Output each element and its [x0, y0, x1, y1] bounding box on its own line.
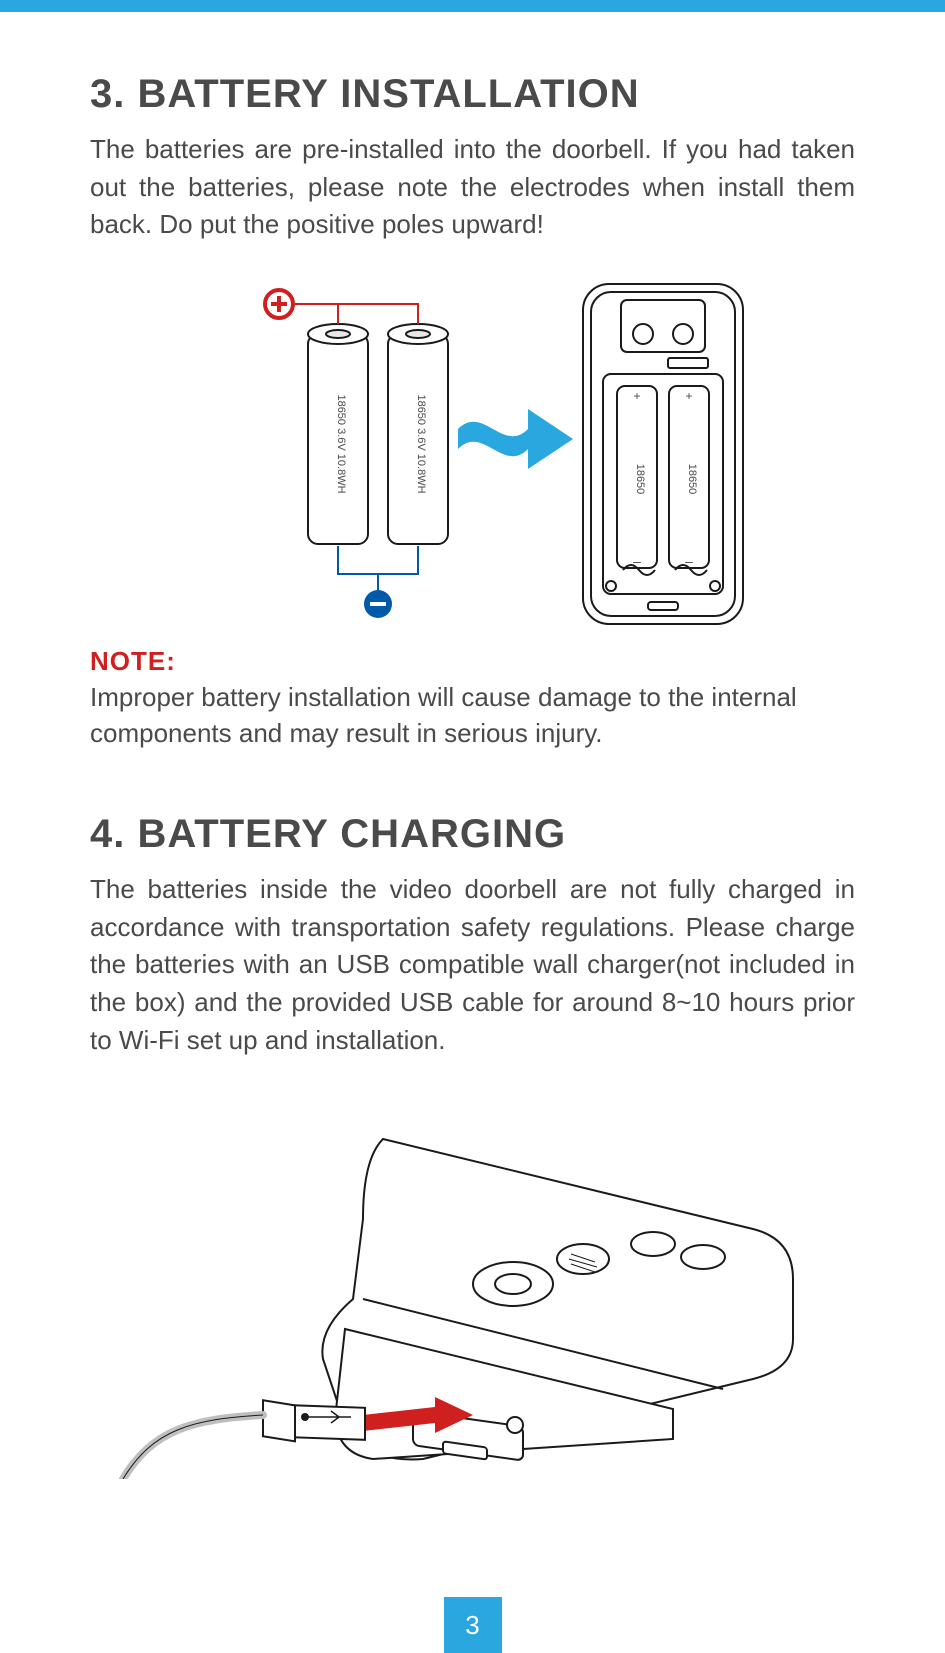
page-number: 3 [444, 1597, 502, 1653]
warning-note-body: Improper battery installation will cause… [90, 679, 855, 752]
svg-text:–: – [685, 553, 693, 569]
section-body-battery-installation: The batteries are pre-installed into the… [90, 131, 855, 244]
slot-battery-label: 18650 [634, 464, 646, 495]
warning-note-label: NOTE: [90, 646, 855, 677]
section-title-battery-installation: 3. BATTERY INSTALLATION [90, 72, 855, 117]
battery-charging-diagram [90, 1099, 855, 1479]
page-content: 3. BATTERY INSTALLATION The batteries ar… [0, 12, 945, 1479]
slot-battery-label: 18650 [686, 464, 698, 495]
section-body-battery-charging: The batteries inside the video doorbell … [90, 871, 855, 1059]
svg-text:–: – [633, 553, 641, 569]
battery-installation-diagram: 18650 3.6V 10.8WH 18650 3.6V 10.8WH [90, 274, 855, 634]
svg-text:+: + [633, 389, 640, 403]
svg-text:+: + [685, 389, 692, 403]
battery-label: 18650 3.6V 10.8WH [335, 395, 347, 494]
battery-label: 18650 3.6V 10.8WH [415, 395, 427, 494]
page-number-value: 3 [465, 1610, 479, 1641]
section-title-battery-charging: 4. BATTERY CHARGING [90, 812, 855, 857]
insert-arrow-icon [458, 409, 573, 469]
top-accent-bar [0, 0, 945, 12]
